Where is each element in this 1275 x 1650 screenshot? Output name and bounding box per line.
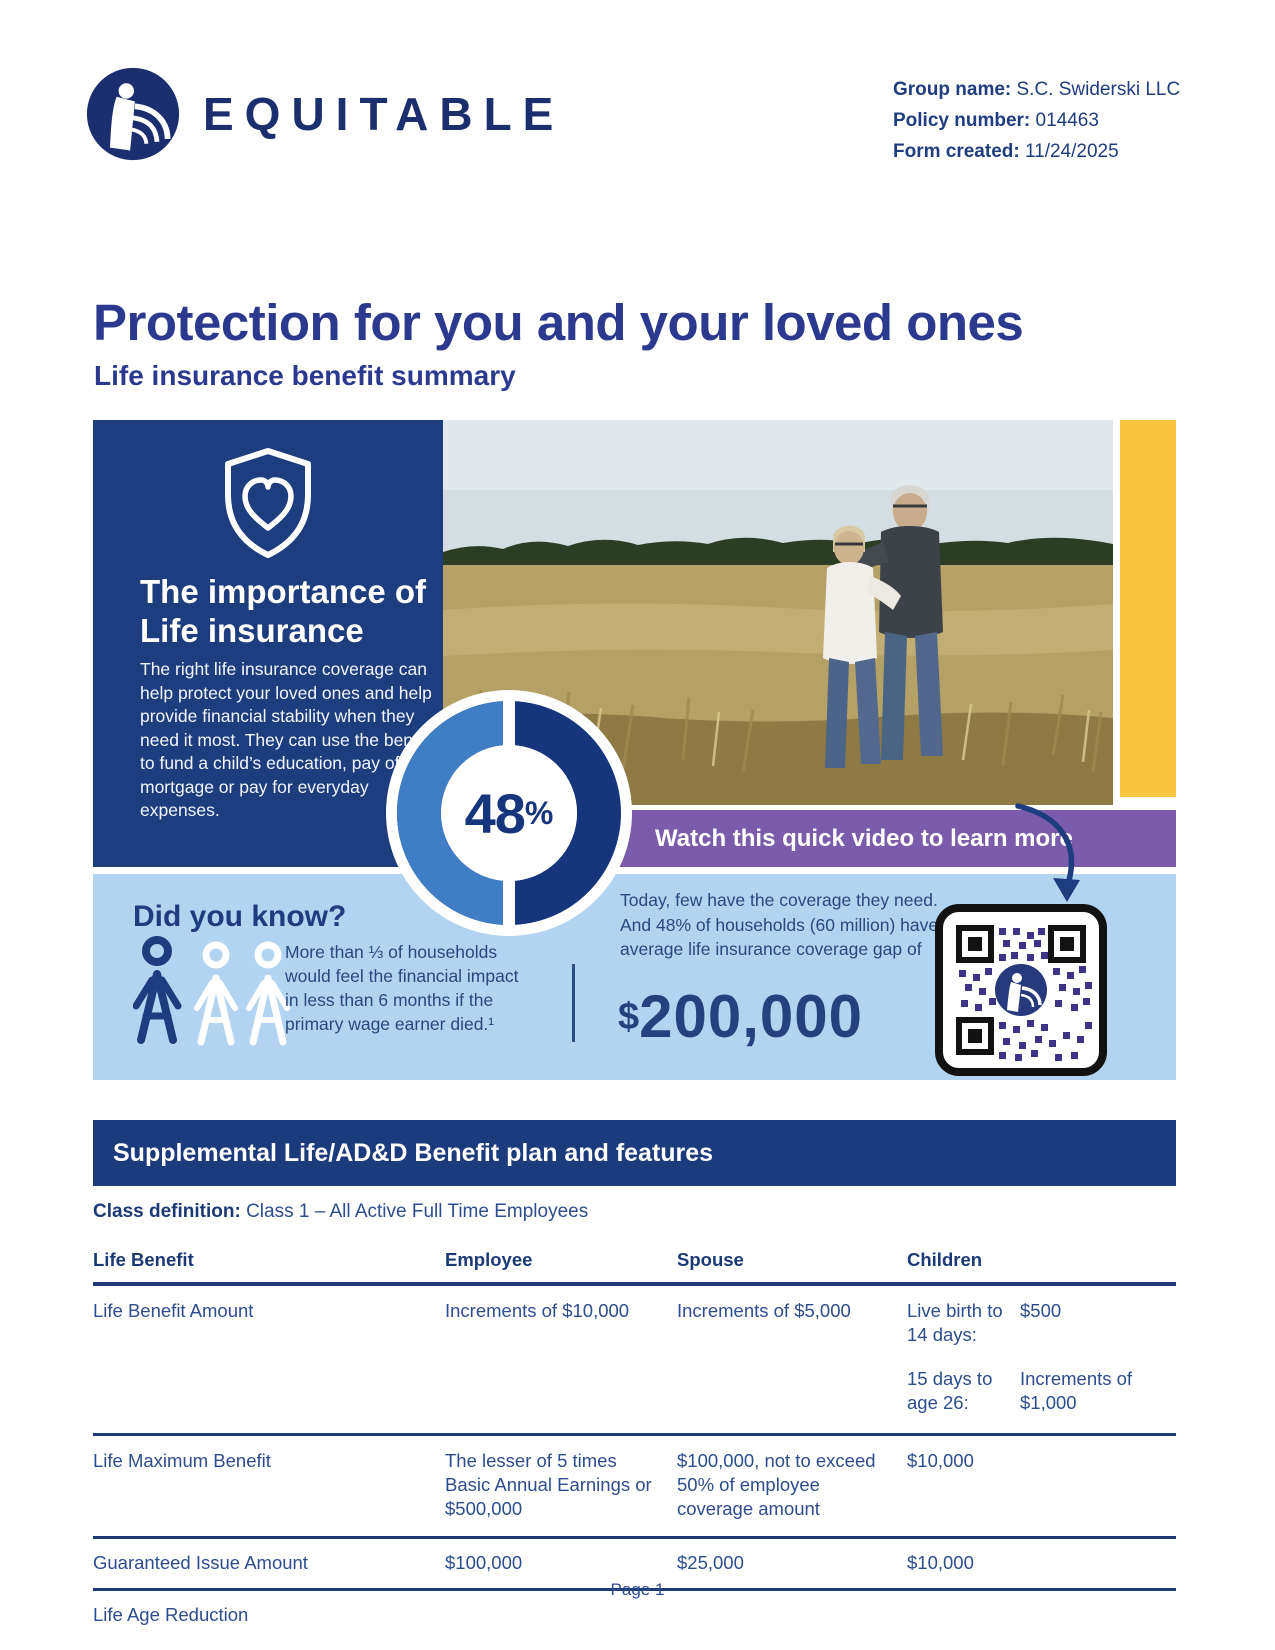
group-name-line: Group name: S.C. Swiderski LLC: [893, 79, 1181, 100]
woman-figure: [823, 525, 901, 768]
policy-number-line: Policy number: 014463: [893, 110, 1099, 131]
coverage-gap-amount: $200,000: [618, 983, 864, 1050]
importance-body: The right life insurance coverage can he…: [140, 659, 437, 820]
page-number: Page 1: [610, 1580, 665, 1599]
page-title: Protection for you and your loved ones: [93, 294, 1024, 351]
importance-panel: The importance of Life insurance The rig…: [93, 420, 443, 867]
donut-chart: [384, 688, 634, 938]
table-row: Life Benefit Amount Increments of $10,00…: [93, 1286, 1176, 1436]
video-banner: Watch this quick video to learn more: [560, 810, 1176, 867]
table-row: Life Maximum Benefit The lesser of 5 tim…: [93, 1436, 1176, 1539]
equitable-logo: EQUITABLE: [85, 66, 564, 162]
video-banner-text: Watch this quick video to learn more: [655, 824, 1073, 852]
policy-meta: Group name: S.C. Swiderski LLC Policy nu…: [893, 74, 1180, 167]
form-created-line: Form created: 11/24/2025: [893, 141, 1119, 162]
curved-arrow-icon: [1008, 792, 1100, 910]
did-you-know-section: Did you know?: [93, 874, 1176, 1080]
brand-wordmark: EQUITABLE: [203, 88, 565, 140]
vertical-divider: [572, 964, 575, 1042]
benefits-banner: Supplemental Life/AD&D Benefit plan and …: [93, 1120, 1176, 1186]
athena-logo-icon: [86, 67, 180, 161]
table-header-row: Life Benefit Employee Spouse Children: [93, 1240, 1176, 1286]
yellow-accent-bar: [1120, 420, 1176, 797]
did-you-know-stat-text: More than ⅓ of households would feel the…: [285, 942, 519, 1034]
shield-heart-icon: [218, 445, 318, 560]
table-row: Life Age Reduction: [93, 1604, 249, 1625]
importance-heading: The importance of Life insurance: [140, 573, 427, 649]
class-definition: Class definition: Class 1 – All Active F…: [93, 1201, 589, 1222]
table-row: Guaranteed Issue Amount $100,000 $25,000…: [93, 1539, 1176, 1591]
family-icon: [132, 936, 298, 1048]
donut-stat: 48%: [464, 781, 554, 845]
did-you-know-heading: Did you know?: [133, 900, 347, 933]
coverage-gap-text: Today, few have the coverage they need. …: [620, 890, 963, 959]
benefits-table: Life Benefit Employee Spouse Children Li…: [93, 1240, 1176, 1627]
page-subtitle: Life insurance benefit summary: [94, 360, 516, 391]
qr-code: [935, 904, 1107, 1076]
